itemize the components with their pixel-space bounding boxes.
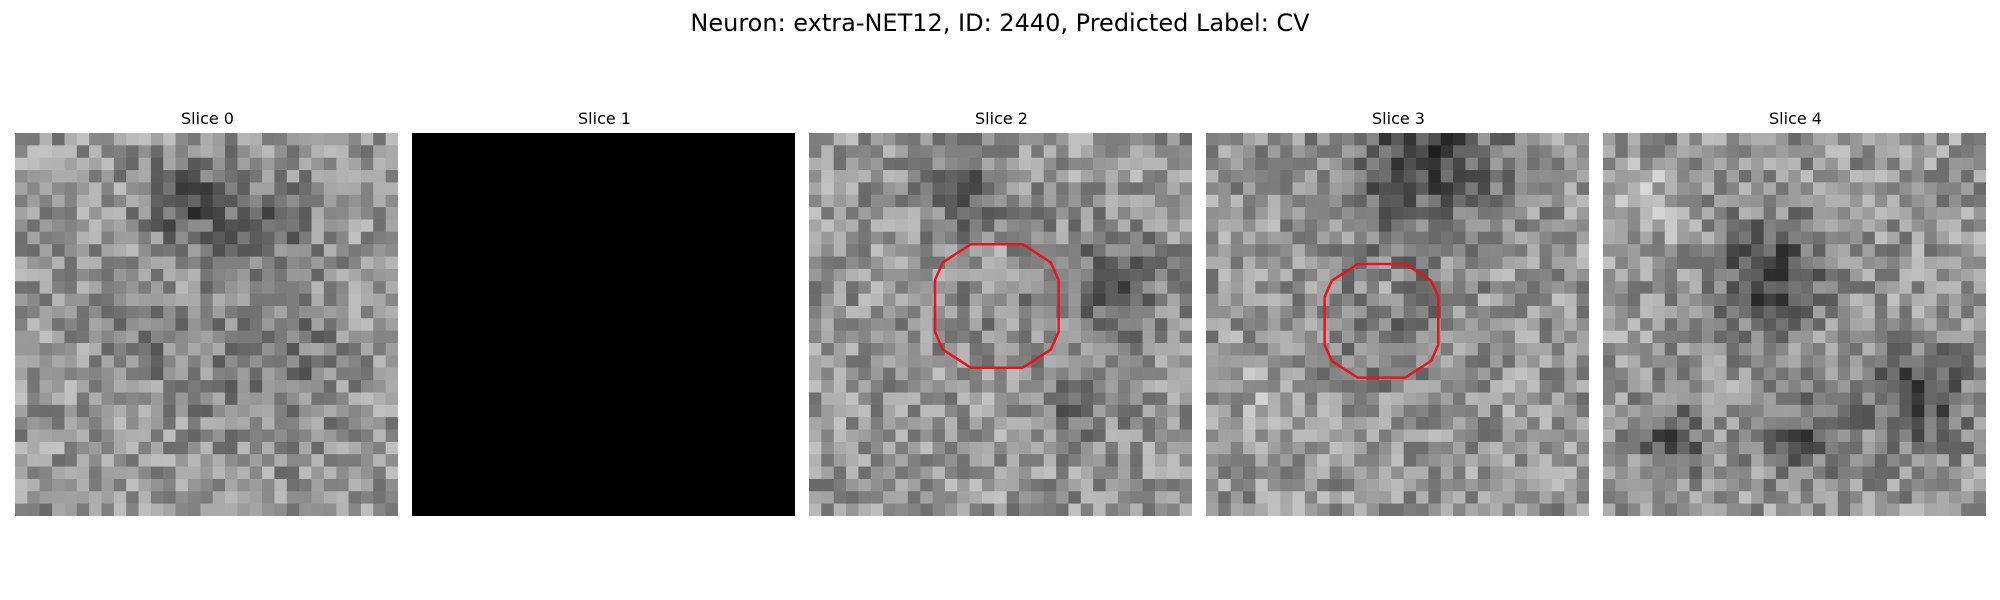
slice-panel-3: Slice 3 bbox=[1206, 106, 1591, 516]
figure-title: Neuron: extra-NET12, ID: 2440, Predicted… bbox=[690, 9, 1310, 37]
blank-slice bbox=[412, 133, 795, 516]
slice-image bbox=[15, 133, 398, 516]
slice-title: Slice 2 bbox=[975, 109, 1028, 128]
slice-pixels bbox=[1603, 133, 1986, 516]
slice-panel-0: Slice 0 bbox=[15, 106, 400, 516]
slice-pixels bbox=[809, 133, 1192, 516]
slice-title: Slice 4 bbox=[1769, 109, 1822, 128]
slice-image bbox=[1206, 133, 1589, 516]
slice-pixels bbox=[15, 133, 398, 516]
slice-panel-4: Slice 4 bbox=[1603, 106, 1988, 516]
slice-pixels bbox=[1206, 133, 1589, 516]
slice-title: Slice 3 bbox=[1372, 109, 1425, 128]
slice-image bbox=[412, 133, 795, 516]
roi-contour bbox=[1323, 262, 1440, 379]
roi-contour bbox=[933, 242, 1060, 369]
slice-panel-1: Slice 1 bbox=[412, 106, 797, 516]
slice-panel-2: Slice 2 bbox=[809, 106, 1194, 516]
slice-pixels bbox=[412, 133, 795, 516]
slice-title: Slice 1 bbox=[578, 109, 631, 128]
slice-title: Slice 0 bbox=[181, 109, 234, 128]
slice-image bbox=[809, 133, 1192, 516]
slice-image bbox=[1603, 133, 1986, 516]
